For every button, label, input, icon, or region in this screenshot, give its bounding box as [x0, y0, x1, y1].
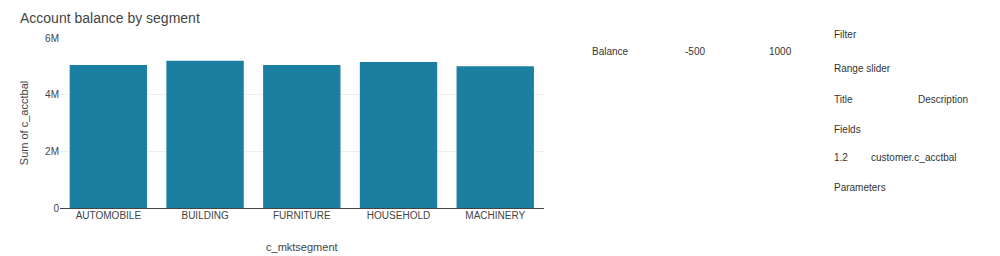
svg-text:-500: -500: [685, 46, 705, 57]
svg-text:1.2: 1.2: [834, 152, 848, 163]
svg-text:customer.c_acctbal: customer.c_acctbal: [871, 152, 957, 163]
svg-text:Description: Description: [918, 94, 968, 105]
svg-text:6M: 6M: [45, 33, 59, 44]
svg-text:c_mktsegment: c_mktsegment: [266, 241, 338, 253]
svg-text:MACHINERY: MACHINERY: [465, 210, 525, 221]
svg-text:Balance: Balance: [592, 46, 629, 57]
svg-text:1000: 1000: [769, 46, 792, 57]
svg-text:2M: 2M: [45, 146, 59, 157]
svg-text:Range slider: Range slider: [834, 63, 891, 74]
svg-text:0: 0: [53, 203, 59, 214]
svg-text:Fields: Fields: [834, 124, 861, 135]
svg-text:FURNITURE: FURNITURE: [273, 210, 331, 221]
svg-text:HOUSEHOLD: HOUSEHOLD: [367, 210, 430, 221]
svg-text:Account balance by segment: Account balance by segment: [20, 10, 200, 26]
svg-text:BUILDING: BUILDING: [181, 210, 228, 221]
svg-text:Sum of c_acctbal: Sum of c_acctbal: [18, 81, 30, 165]
svg-text:4M: 4M: [45, 89, 59, 100]
svg-text:Filter: Filter: [834, 29, 857, 40]
svg-text:AUTOMOBILE: AUTOMOBILE: [76, 210, 142, 221]
svg-text:Title: Title: [834, 94, 853, 105]
svg-text:Parameters: Parameters: [834, 182, 886, 193]
